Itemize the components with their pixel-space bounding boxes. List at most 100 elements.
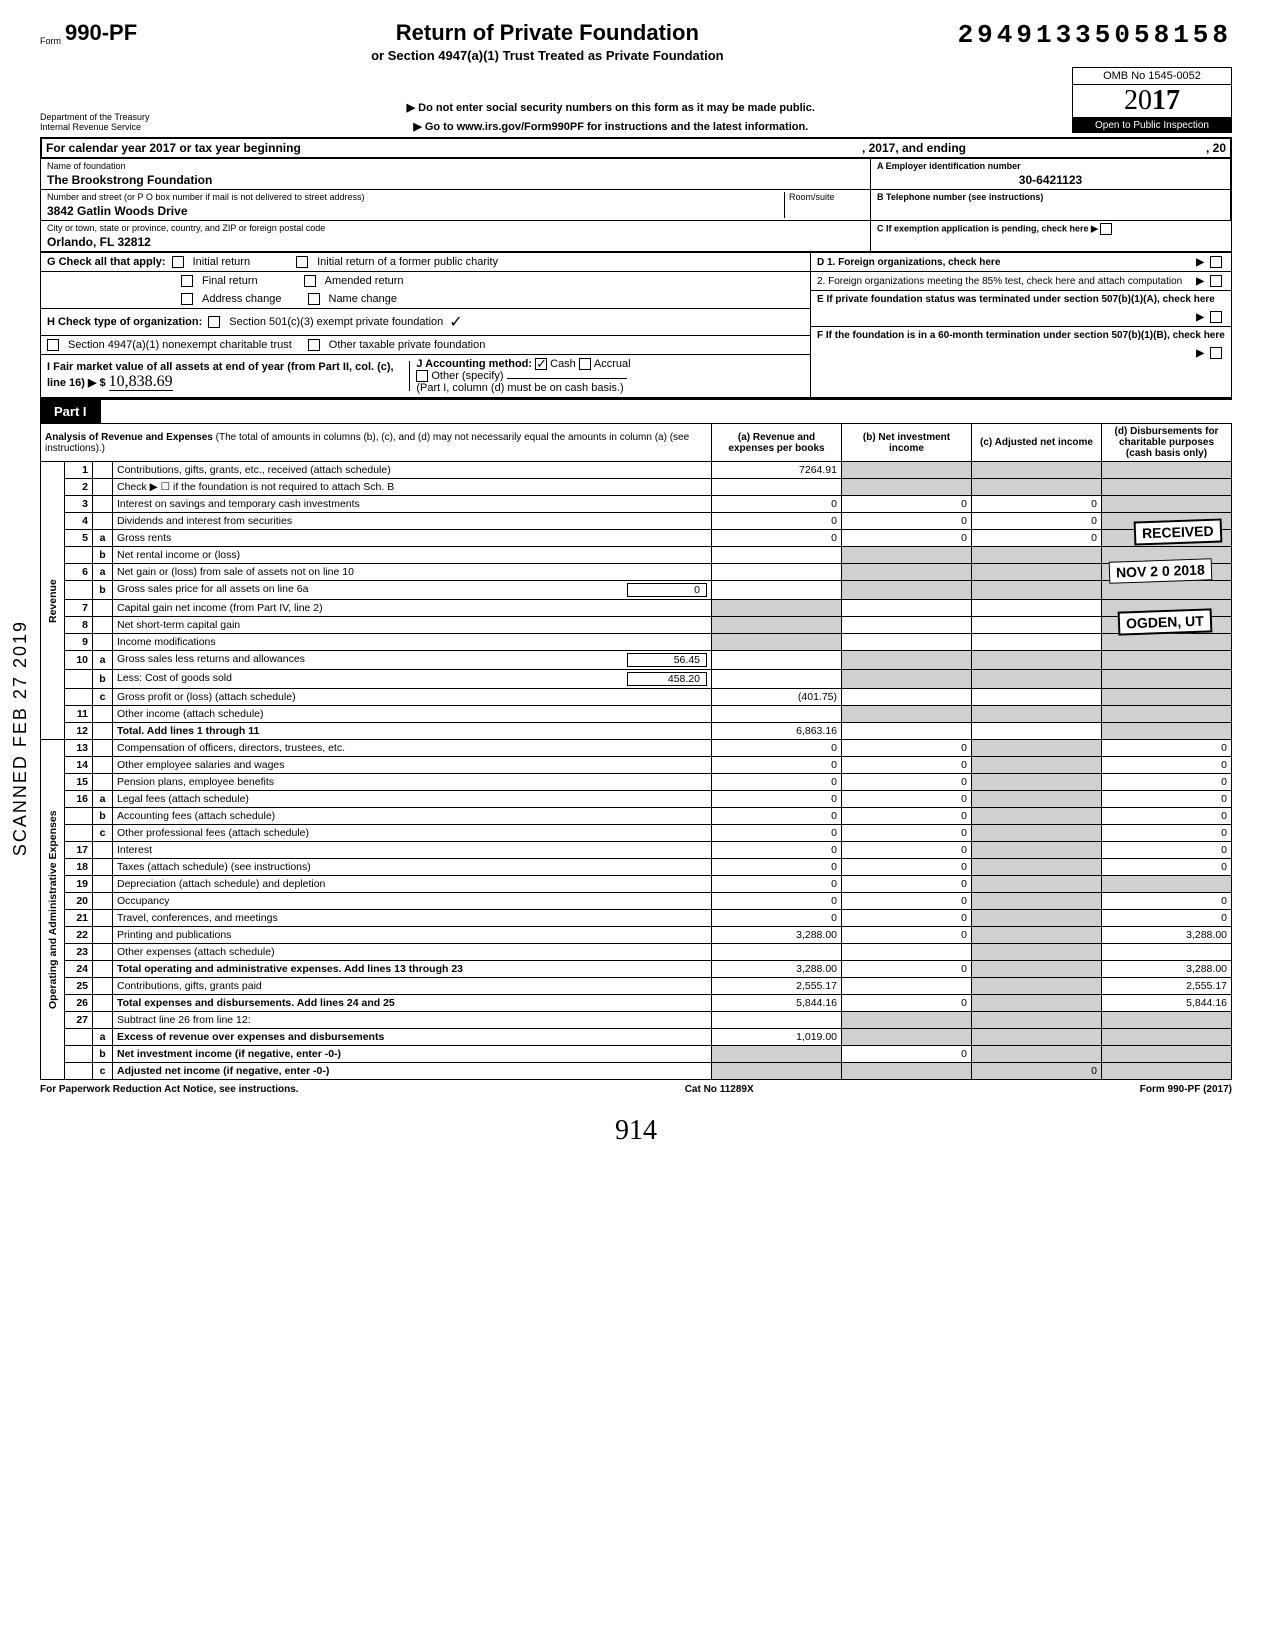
cell-a (712, 581, 842, 600)
h-501c3-checkbox[interactable] (208, 316, 220, 328)
g-initial: Initial return (193, 256, 250, 268)
h-4947-checkbox[interactable] (47, 339, 59, 351)
cell-d (1102, 1029, 1232, 1046)
tax-year: 2017 (1072, 85, 1232, 118)
cell-a (712, 634, 842, 651)
line-number: 4 (65, 513, 93, 530)
line-sub (93, 927, 113, 944)
cell-b: 0 (842, 927, 972, 944)
line-number: 7 (65, 600, 93, 617)
line-sub: a (93, 651, 113, 670)
cell-c: 0 (972, 1063, 1102, 1080)
g-name-checkbox[interactable] (308, 293, 320, 305)
cell-d (1102, 1063, 1232, 1080)
scanned-stamp: SCANNED FEB 27 2019 (10, 620, 31, 856)
line-desc: Total operating and administrative expen… (113, 961, 712, 978)
line-number: 21 (65, 910, 93, 927)
cell-d: 0 (1102, 842, 1232, 859)
footer-mid: Cat No 11289X (685, 1084, 754, 1095)
cell-b (842, 1063, 972, 1080)
omb-year-block: OMB No 1545-0052 2017 Open to Public Ins… (1072, 67, 1232, 133)
cell-a: 0 (712, 530, 842, 547)
ij-row: I Fair market value of all assets at end… (41, 355, 810, 397)
line-number: 26 (65, 995, 93, 1012)
cell-d: 2,555.17 (1102, 978, 1232, 995)
cell-a (712, 547, 842, 564)
cell-c (972, 825, 1102, 842)
j-other-checkbox[interactable] (416, 370, 428, 382)
form-word: Form (40, 36, 61, 46)
line-desc: Income modifications (113, 634, 712, 651)
cell-a: 0 (712, 774, 842, 791)
cell-c (972, 651, 1102, 670)
d1-checkbox[interactable] (1210, 256, 1222, 268)
line-desc: Gross sales price for all assets on line… (113, 581, 712, 600)
line-number: 20 (65, 893, 93, 910)
cell-b (842, 547, 972, 564)
h-other-checkbox[interactable] (308, 339, 320, 351)
g-address-checkbox[interactable] (181, 293, 193, 305)
i-label: I Fair market value of all assets at end… (47, 361, 394, 389)
f-row: F If the foundation is in a 60-month ter… (811, 327, 1231, 362)
cell-c: 0 (972, 496, 1102, 513)
cell-c (972, 842, 1102, 859)
cell-d (1102, 634, 1232, 651)
cell-a: 0 (712, 876, 842, 893)
f-checkbox[interactable] (1210, 347, 1222, 359)
cell-c (972, 564, 1102, 581)
c-checkbox[interactable] (1100, 223, 1112, 235)
line-sub (93, 995, 113, 1012)
g-final-checkbox[interactable] (181, 275, 193, 287)
cell-d (1102, 689, 1232, 706)
cell-c (972, 547, 1102, 564)
omb-number: OMB No 1545-0052 (1072, 67, 1232, 85)
cell-b: 0 (842, 859, 972, 876)
line-number: 24 (65, 961, 93, 978)
cell-c (972, 670, 1102, 689)
phone-label: B Telephone number (see instructions) (877, 192, 1224, 202)
foundation-name: The Brookstrong Foundation (47, 171, 864, 187)
cell-c (972, 634, 1102, 651)
footer-left: For Paperwork Reduction Act Notice, see … (40, 1084, 299, 1095)
line-number: 13 (65, 740, 93, 757)
g-amended-checkbox[interactable] (304, 275, 316, 287)
cell-b: 0 (842, 530, 972, 547)
cell-d: 0 (1102, 808, 1232, 825)
g-former-checkbox[interactable] (296, 256, 308, 268)
j-cash-checkbox[interactable] (535, 358, 547, 370)
line-sub (93, 740, 113, 757)
room-label: Room/suite (789, 192, 864, 202)
cell-c (972, 723, 1102, 740)
instruction-url: ▶ Go to www.irs.gov/Form990PF for instru… (150, 120, 1072, 133)
cell-d (1102, 479, 1232, 496)
handwritten-page: 914 (40, 1115, 1232, 1147)
d2-checkbox[interactable] (1210, 275, 1222, 287)
cell-c (972, 791, 1102, 808)
e-checkbox[interactable] (1210, 311, 1222, 323)
cal-year-end: , 20 (970, 139, 1230, 157)
g-amended: Amended return (325, 275, 404, 287)
g-row2: Final return Amended return (41, 272, 810, 290)
line-desc: Net short-term capital gain (113, 617, 712, 634)
line-sub: a (93, 791, 113, 808)
line-desc: Dividends and interest from securities (113, 513, 712, 530)
j-accrual-checkbox[interactable] (579, 358, 591, 370)
line-sub (93, 600, 113, 617)
part1-table: Analysis of Revenue and Expenses (The to… (40, 423, 1232, 1080)
line-sub (93, 513, 113, 530)
g-initial-checkbox[interactable] (172, 256, 184, 268)
cell-b (842, 617, 972, 634)
cell-d (1102, 723, 1232, 740)
line-sub: c (93, 825, 113, 842)
line-number (65, 547, 93, 564)
cell-d (1102, 496, 1232, 513)
g-final: Final return (202, 275, 258, 287)
line-sub (93, 978, 113, 995)
cell-d: 3,288.00 (1102, 927, 1232, 944)
cell-a (712, 670, 842, 689)
cell-c (972, 859, 1102, 876)
cell-a: 0 (712, 740, 842, 757)
line-number: 23 (65, 944, 93, 961)
line-desc: Subtract line 26 from line 12: (113, 1012, 712, 1029)
cell-c (972, 600, 1102, 617)
